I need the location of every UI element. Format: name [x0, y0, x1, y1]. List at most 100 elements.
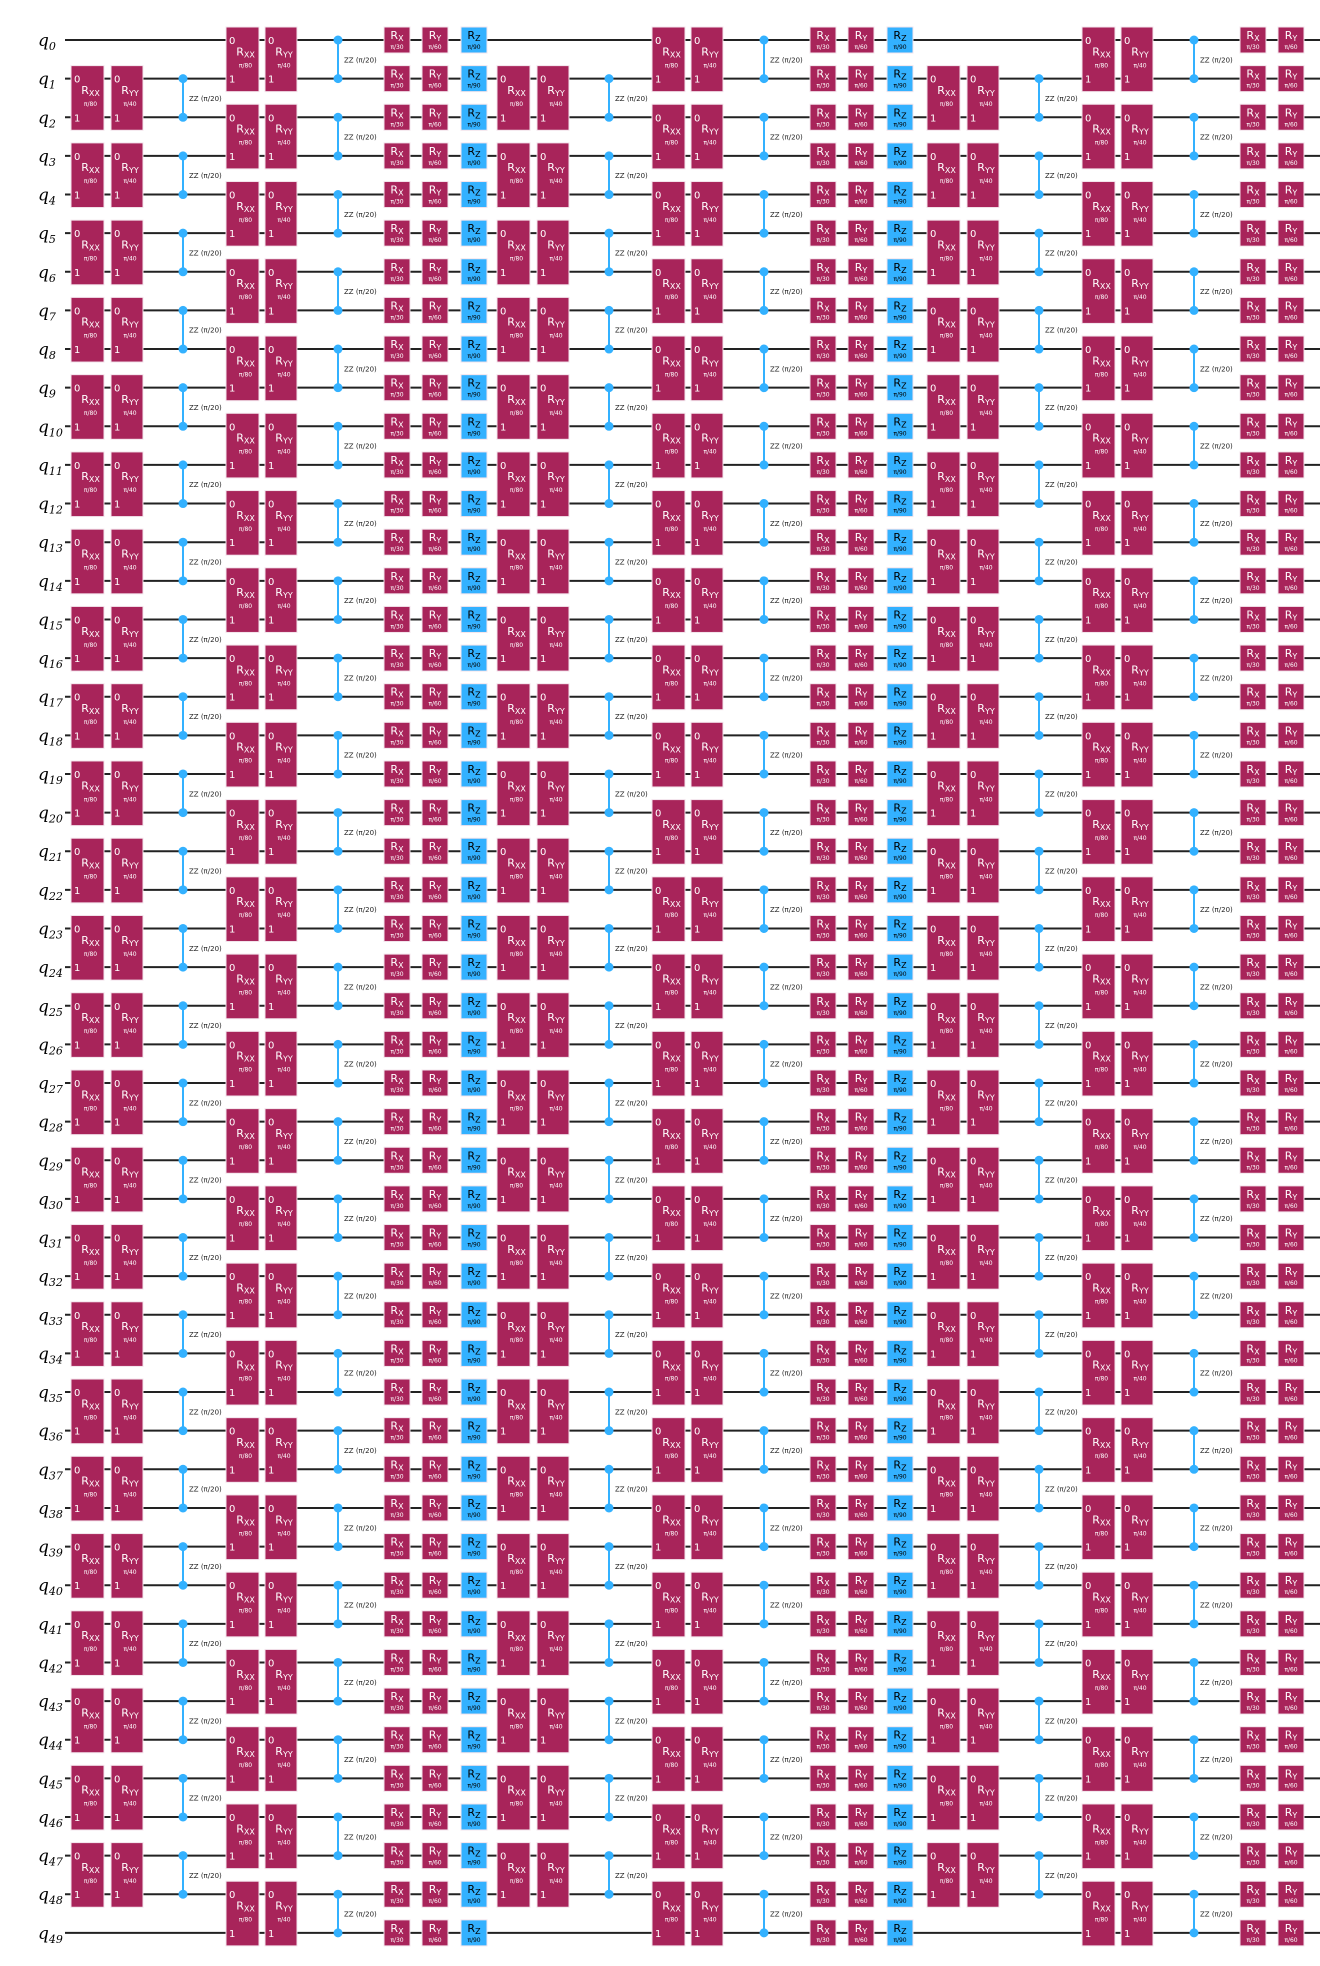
zz-gate: ZZ (π/20): [759, 808, 803, 856]
zz-label: ZZ (π/20): [344, 1138, 377, 1146]
ryy-gate-box: [264, 258, 298, 324]
zz-dot: [333, 1657, 343, 1667]
qubit-label-prefix: q: [38, 649, 49, 669]
gate-pin-label: 1: [500, 1658, 506, 1669]
gate-subscript: XX: [244, 746, 255, 755]
gate-pin-label: 1: [930, 1272, 936, 1283]
gate-param: π/80: [84, 1492, 97, 1499]
qubit-label-prefix: q: [38, 919, 49, 939]
ry-gate: RYπ/60: [421, 1224, 449, 1252]
gate-param: π/80: [239, 912, 252, 919]
gate-param: π/60: [428, 1435, 441, 1442]
rx-gate: RXπ/30: [809, 1726, 837, 1754]
rz-gate: RZπ/90: [886, 644, 914, 672]
gate-param: π/80: [84, 642, 97, 649]
zz-name: ZZ: [344, 1061, 356, 1069]
gate-pin-label: 1: [1085, 847, 1091, 858]
gate-pin-label: 1: [268, 384, 274, 395]
layer-zz: ZZ (π/20)ZZ (π/20)ZZ (π/20)ZZ (π/20)ZZ (…: [178, 74, 222, 1899]
gate-symbol: R: [236, 1281, 244, 1294]
gate-param: π/30: [816, 1164, 829, 1171]
gate-label: RYY: [275, 741, 293, 755]
gate-pin-label: 1: [930, 422, 936, 433]
zz-dot: [1034, 846, 1044, 856]
gate-symbol: R: [81, 1320, 89, 1333]
gate-param: π/90: [893, 778, 906, 785]
gate-param: π/40: [277, 603, 290, 610]
gate-subscript: XX: [670, 1750, 681, 1759]
zz-param: (π/20): [1057, 327, 1078, 335]
zz-dot: [759, 1812, 769, 1822]
zz-gate: ZZ (π/20): [759, 885, 803, 933]
zz-dot: [759, 344, 769, 354]
gate-pin-label: 0: [114, 615, 120, 626]
gate-label: RYY: [121, 857, 139, 871]
qubit-label-index: 17: [49, 697, 63, 710]
gate-subscript: YY: [708, 1286, 719, 1295]
gate-param: π/60: [854, 314, 867, 321]
gate-pin-label: 1: [540, 1195, 546, 1206]
zz-gate: ZZ (π/20): [1034, 1773, 1078, 1822]
zz-dot: [759, 1464, 769, 1474]
zz-label: ZZ (π/20): [615, 1177, 648, 1185]
gate-param: π/80: [940, 1646, 953, 1653]
gate-param: π/60: [428, 1357, 441, 1364]
zz-dot: [1034, 730, 1044, 740]
zz-name: ZZ: [189, 1099, 201, 1107]
zz-param: (π/20): [782, 674, 803, 682]
qubit-label-index: 5: [49, 233, 56, 246]
gate-pin-label: 1: [1085, 1079, 1091, 1090]
gate-param: π/60: [854, 1821, 867, 1828]
gate-pin-label: 0: [500, 847, 506, 858]
gate-param: π/60: [854, 1242, 867, 1249]
zz-dot: [333, 653, 343, 663]
gate-param: π/40: [123, 1337, 136, 1344]
ryy-gate-box: [110, 1764, 144, 1831]
gate-param: π/60: [854, 1666, 867, 1673]
gate-subscript: Y: [435, 691, 441, 700]
gate-pin-label: 1: [268, 1388, 274, 1399]
gate-pin-label: 1: [74, 577, 80, 588]
rxx-gate-box: [225, 1648, 260, 1715]
gate-param: π/60: [854, 739, 867, 746]
zz-label: ZZ (π/20): [344, 1524, 377, 1532]
ry-gate: RYπ/60: [847, 1185, 875, 1213]
gate-param: π/30: [390, 1280, 403, 1287]
gate-subscript: YY: [282, 514, 293, 523]
zz-gate: ZZ (π/20): [759, 653, 803, 702]
gate-subscript: YY: [554, 862, 565, 871]
rxx-gate-box: [225, 1108, 260, 1174]
zz-gate: ZZ (π/20): [604, 383, 648, 431]
zz-name: ZZ: [344, 1524, 356, 1532]
gate-subscript: YY: [708, 282, 719, 291]
gate-label: RYY: [121, 393, 139, 407]
zz-param: (π/20): [356, 520, 377, 528]
gate-param: π/90: [893, 1473, 906, 1480]
zz-gate: ZZ (π/20): [759, 1503, 803, 1552]
gate-pin-label: 0: [500, 152, 506, 163]
gate-param: π/30: [390, 1860, 403, 1867]
zz-gate: ZZ (π/20): [604, 1387, 648, 1436]
gate-param: π/90: [893, 855, 906, 862]
qubit-label-index: 1: [49, 79, 56, 92]
gate-subscript: Y: [861, 189, 867, 198]
gate-subscript: YY: [282, 1364, 293, 1373]
zz-gate: ZZ (π/20): [178, 1773, 222, 1822]
gate-subscript: Z: [475, 922, 481, 931]
gate-pin-label: 0: [1085, 654, 1091, 665]
gate-param: π/40: [549, 1028, 562, 1035]
gate-param: π/90: [467, 353, 480, 360]
gate-pin-label: 1: [540, 345, 546, 356]
zz-name: ZZ: [615, 249, 627, 257]
